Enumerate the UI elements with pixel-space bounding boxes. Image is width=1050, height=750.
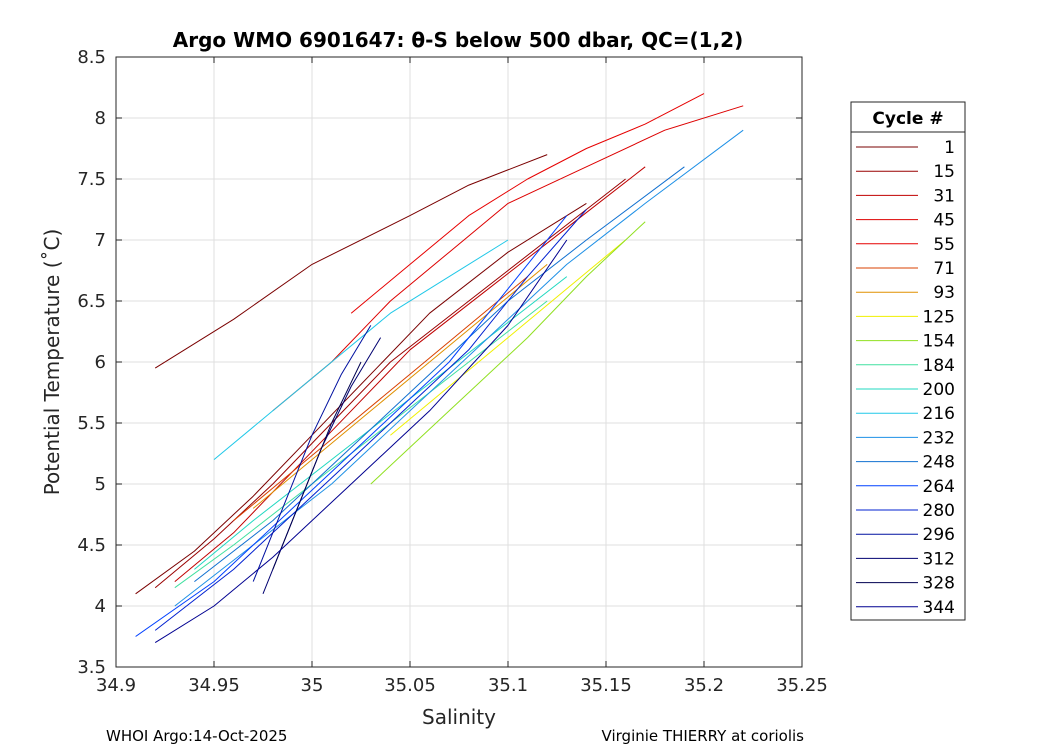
chart-title: Argo WMO 6901647: θ-S below 500 dbar, QC… xyxy=(173,28,743,52)
x-axis-label: Salinity xyxy=(422,705,496,729)
series-line-cycle-232 xyxy=(174,129,744,607)
x-tick-label: 34.9 xyxy=(96,675,136,696)
series-line-cycle-154 xyxy=(370,221,646,485)
y-tick-label: 8.5 xyxy=(77,47,106,68)
legend-label: 15 xyxy=(933,162,955,182)
legend-label: 31 xyxy=(933,186,955,206)
legend-label: 93 xyxy=(933,283,955,303)
x-tick-label: 35.25 xyxy=(776,675,828,696)
legend-label: 216 xyxy=(923,404,955,424)
legend-label: 344 xyxy=(923,598,955,618)
legend-label: 296 xyxy=(923,525,955,545)
series-line-cycle-125 xyxy=(390,239,626,436)
legend-label: 154 xyxy=(923,332,955,352)
legend-label: 184 xyxy=(923,356,955,376)
legend-label: 280 xyxy=(923,501,955,521)
legend: Cycle # 1 15 31 45 55 71 93 125 154 184 200 216 232 2… xyxy=(850,101,966,621)
y-axis-label: Potential Temperature (˚C) xyxy=(40,229,64,496)
legend-label: 264 xyxy=(923,477,955,497)
series-line-cycle-216 xyxy=(213,239,509,460)
series-line-cycle-264 xyxy=(135,215,568,637)
series-line-cycle-248 xyxy=(194,166,685,582)
series-layer xyxy=(135,93,744,644)
y-tick-label: 6.5 xyxy=(77,291,106,312)
y-tick-label: 4.5 xyxy=(77,535,106,556)
legend-box xyxy=(850,101,966,621)
y-tick-label: 6 xyxy=(95,352,106,373)
series-line-cycle-344 xyxy=(154,239,568,644)
footer-left: WHOI Argo:14-Oct-2025 xyxy=(106,727,287,745)
series-line-cycle-1 xyxy=(154,154,548,369)
legend-entries: 1 15 31 45 55 71 93 125 154 184 200 216 232 248 264 280… xyxy=(856,138,955,618)
legend-label: 45 xyxy=(933,211,955,231)
y-tick-label: 5 xyxy=(95,474,106,495)
y-tick-label: 7.5 xyxy=(77,169,106,190)
legend-label: 55 xyxy=(933,235,955,255)
y-tick-label: 4 xyxy=(95,596,106,617)
y-tick-label: 5.5 xyxy=(77,413,106,434)
x-tick-label: 35.1 xyxy=(488,675,528,696)
plot-area: 34.9 34.95 35 35.05 35.1 35.15 35.2 35.25 3.5 4 4… xyxy=(77,47,827,696)
legend-label: 200 xyxy=(923,380,955,400)
series-line-cycle-31 xyxy=(174,166,646,582)
series-line-cycle-280 xyxy=(154,209,587,631)
legend-title: Cycle # xyxy=(872,109,943,129)
x-tick-label: 35.15 xyxy=(580,675,632,696)
legend-label: 71 xyxy=(933,259,955,279)
legend-label: 1 xyxy=(944,138,955,158)
series-line-cycle-328 xyxy=(272,361,362,570)
legend-label: 328 xyxy=(923,574,955,594)
x-axis: 34.9 34.95 35 35.05 35.1 35.15 35.2 35.25 xyxy=(96,57,828,696)
x-tick-label: 35.05 xyxy=(384,675,436,696)
legend-label: 232 xyxy=(923,428,955,448)
series-line-cycle-71 xyxy=(233,276,528,521)
series-line-cycle-93 xyxy=(252,264,548,509)
legend-label: 312 xyxy=(923,549,955,569)
x-tick-label: 34.95 xyxy=(188,675,240,696)
footer-right: Virginie THIERRY at coriolis xyxy=(602,727,805,745)
x-tick-label: 35.2 xyxy=(684,675,724,696)
legend-label: 248 xyxy=(923,453,955,473)
y-tick-label: 7 xyxy=(95,230,106,251)
x-tick-label: 35 xyxy=(301,675,324,696)
series-line-cycle-15 xyxy=(154,178,626,589)
y-axis: 3.5 4 4.5 5 5.5 6 6.5 7 7.5 8 8.5 xyxy=(77,47,802,678)
legend-label: 125 xyxy=(923,307,955,327)
y-tick-label: 3.5 xyxy=(77,657,106,678)
series-line-cycle-296 xyxy=(252,325,372,582)
series-line-cycle-45 xyxy=(272,105,744,412)
y-tick-label: 8 xyxy=(95,108,106,129)
series-line-cycle-1 xyxy=(135,202,587,595)
series-line-cycle-55 xyxy=(350,93,705,314)
